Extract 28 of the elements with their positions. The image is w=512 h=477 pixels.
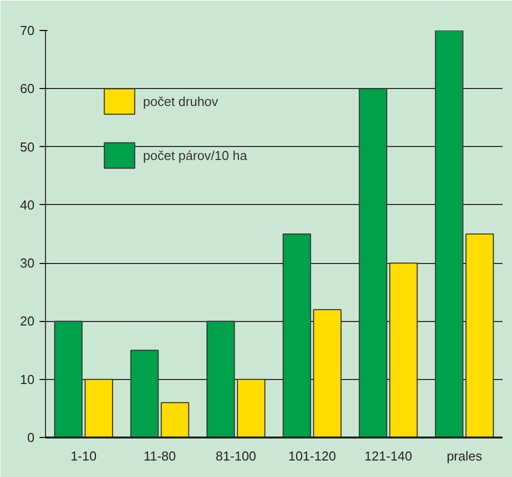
y-tick-label: 0 [27, 430, 35, 445]
y-tick-label: 30 [20, 256, 35, 271]
bar [282, 234, 312, 438]
bar [358, 88, 388, 438]
bar [236, 378, 266, 438]
x-tick-label: 101-120 [288, 448, 336, 464]
x-tick-label: prales [446, 448, 483, 464]
bar [465, 234, 494, 438]
bar [389, 262, 418, 438]
y-tick-label: 20 [20, 314, 35, 329]
bar [54, 320, 83, 438]
y-tick-label: 60 [20, 81, 35, 96]
x-tick-label: 121-140 [364, 448, 412, 464]
y-tick-label: 10 [20, 372, 35, 387]
legend-label: počet párov/10 ha [143, 148, 248, 162]
bar [206, 320, 235, 438]
bar [313, 309, 342, 438]
bar [160, 402, 190, 438]
x-tick-label: 1-10 [70, 448, 97, 464]
bar [434, 30, 464, 438]
bar [84, 378, 114, 438]
y-tick-label: 50 [20, 139, 35, 154]
x-tick-label: 11-80 [144, 448, 176, 464]
y-tick-label: 70 [20, 23, 35, 38]
x-tick-label: 81-100 [216, 448, 256, 464]
bar [130, 350, 159, 438]
y-tick-label: 40 [20, 197, 35, 212]
legend-label: počet druhov [143, 94, 218, 108]
